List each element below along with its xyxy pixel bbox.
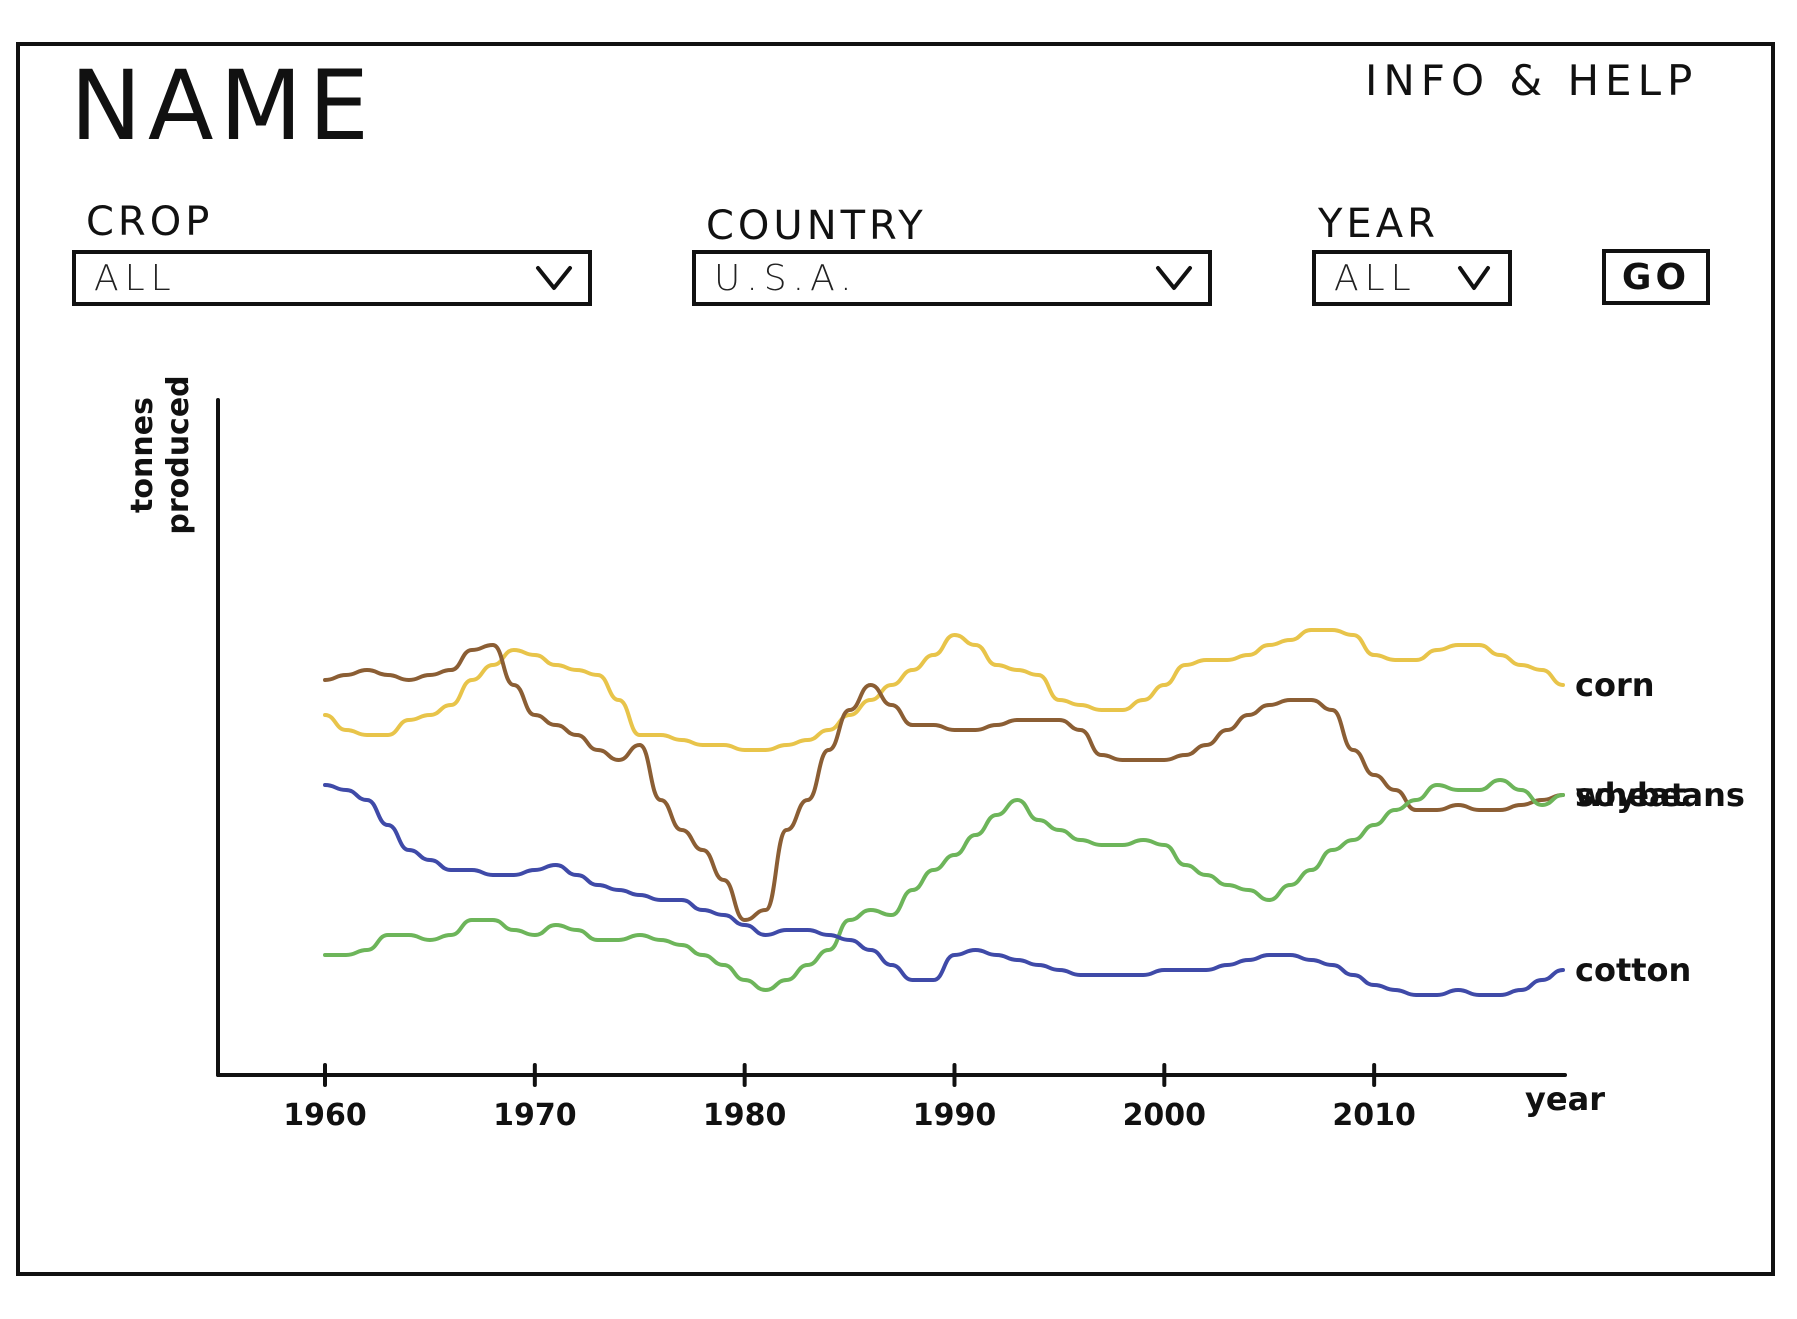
x-tick-label: 1960 xyxy=(283,1098,367,1133)
country-select-value: U.S.A. xyxy=(714,257,858,299)
x-tick-label: 1980 xyxy=(703,1098,787,1133)
country-select[interactable]: U.S.A. xyxy=(692,250,1212,306)
year-label: YEAR xyxy=(1318,201,1439,247)
series-line-corn xyxy=(323,628,1565,752)
crop-label: CROP xyxy=(86,199,214,245)
year-select-value: ALL xyxy=(1334,257,1417,299)
x-tick-label: 1990 xyxy=(913,1098,997,1133)
series-label-soybeans: soybeans xyxy=(1575,776,1745,814)
info-help-link[interactable]: INFO & HELP xyxy=(1365,56,1699,105)
x-axis-label: year xyxy=(1525,1080,1605,1118)
country-label: COUNTRY xyxy=(706,203,927,249)
series-line-cotton xyxy=(323,783,1565,998)
x-tick-label: 1970 xyxy=(493,1098,577,1133)
app-frame xyxy=(16,42,1775,1276)
go-button[interactable]: GO xyxy=(1602,249,1710,305)
chevron-down-icon xyxy=(536,266,572,290)
crop-select[interactable]: ALL xyxy=(72,250,592,306)
x-tick-label: 2000 xyxy=(1123,1098,1207,1133)
series-line-wheat xyxy=(323,643,1565,922)
y-axis-label: tonnesproduced xyxy=(125,375,196,534)
series-line-soybeans xyxy=(323,778,1565,992)
crop-select-value: ALL xyxy=(94,257,177,299)
app-title: NAME xyxy=(70,50,375,162)
chevron-down-icon xyxy=(1156,266,1192,290)
chevron-down-icon xyxy=(1458,266,1490,290)
series-label-wheat: wheat xyxy=(1575,776,1686,814)
x-tick-label: 2010 xyxy=(1332,1098,1416,1133)
year-select[interactable]: ALL xyxy=(1312,250,1512,306)
series-label-cotton: cotton xyxy=(1575,951,1691,989)
series-label-corn: corn xyxy=(1575,666,1655,704)
